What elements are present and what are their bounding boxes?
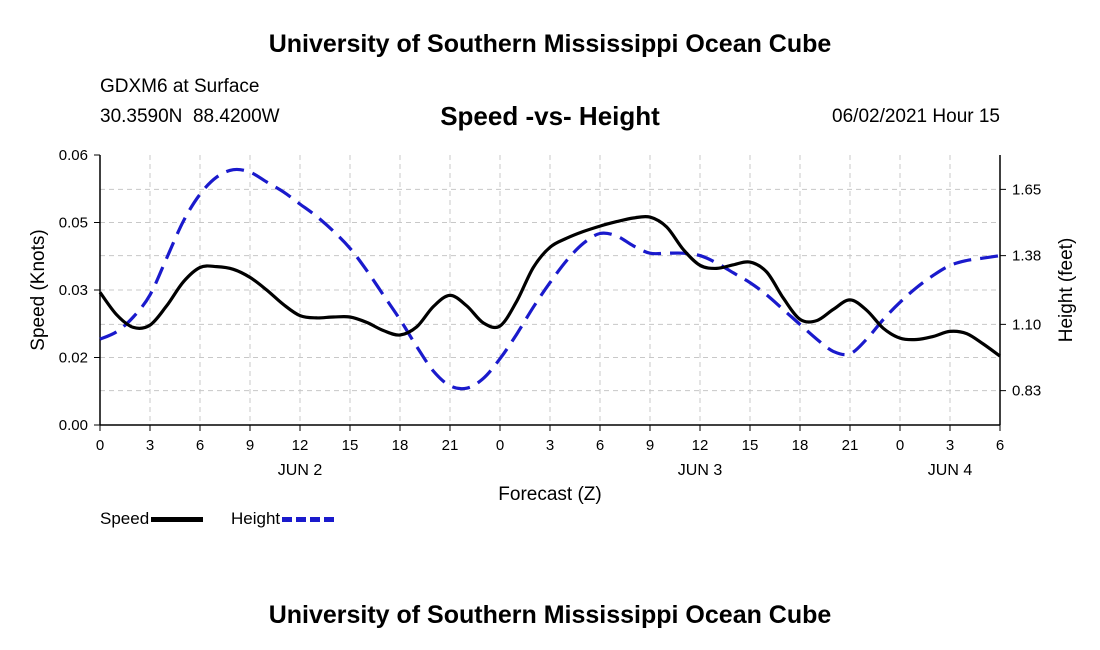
legend-speed: Speed [100,509,204,529]
legend-height-swatch [282,517,335,523]
x-tick-label: 6 [196,437,204,454]
x-tick-label: 6 [996,437,1004,454]
legend-speed-label: Speed [100,509,150,528]
x-tick-label: 9 [646,437,654,454]
x-tick-label: 9 [246,437,254,454]
y-axis-label-left: Speed (Knots) [28,229,49,350]
x-tick-label: 12 [692,437,709,454]
page-title: University of Southern Mississippi Ocean… [268,30,832,58]
legend-height: Height [231,509,335,529]
y-left-tick-label: 0.05 [59,215,88,232]
y-left-tick-label: 0.02 [59,350,88,367]
y-right-tick-label: 0.83 [1012,383,1041,400]
x-tick-label: 15 [742,437,759,454]
x-tick-label: 3 [146,437,154,454]
y-right-tick-label: 1.10 [1012,316,1041,333]
y-right-tick-label: 1.38 [1012,248,1041,265]
x-tick-label: 6 [596,437,604,454]
y-left-tick-label: 0.00 [59,417,88,434]
x-day-label: JUN 3 [678,462,723,479]
station-coords: 30.3590N 88.4200W [100,106,280,127]
y-left-tick-label: 0.06 [59,147,88,164]
y-right-tick-label: 1.65 [1012,181,1041,198]
station-label: GDXM6 at Surface [100,76,260,97]
x-tick-label: 3 [546,437,554,454]
x-tick-label: 21 [442,437,459,454]
x-tick-label: 0 [96,437,104,454]
x-tick-label: 0 [896,437,904,454]
x-day-label: JUN 2 [278,462,323,479]
forecast-timestamp: 06/02/2021 Hour 15 [832,106,1000,127]
legend-speed-swatch [151,517,204,523]
x-tick-label: 15 [342,437,359,454]
x-tick-label: 12 [292,437,309,454]
y-left-tick-label: 0.03 [59,282,88,299]
y-axis-label-right: Height (feet) [1056,238,1077,343]
x-tick-label: 18 [392,437,409,454]
x-tick-label: 3 [946,437,954,454]
legend-height-label: Height [231,509,281,528]
x-tick-label: 18 [792,437,809,454]
x-axis-label: Forecast (Z) [498,484,601,505]
x-day-label: JUN 4 [928,462,973,479]
series-line-speed [98,214,1001,358]
x-tick-label: 0 [496,437,504,454]
footer-title: University of Southern Mississippi Ocean… [268,601,832,629]
chart-title: Speed -vs- Height [440,101,660,131]
x-tick-label: 21 [842,437,859,454]
series-line-height [99,167,1001,391]
